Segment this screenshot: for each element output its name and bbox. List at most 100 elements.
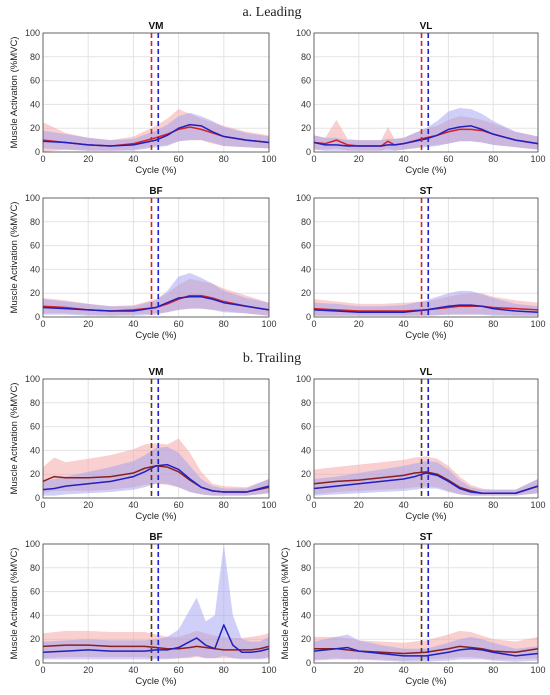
y-tick-label: 60 — [301, 422, 311, 432]
sd-band-series-2 — [43, 544, 269, 660]
x-tick-label: 80 — [219, 665, 229, 675]
y-tick-label: 40 — [301, 99, 311, 109]
sd-band-series-2 — [314, 634, 538, 662]
x-tick-label: 40 — [128, 319, 138, 329]
panel-title: VL — [420, 21, 433, 32]
x-tick-label: 100 — [530, 665, 545, 675]
chart-panel-trailing-vm: 0 20 40 60 80 100 0 20 40 60 80 100 VM Cycle (%) Muscl… — [9, 367, 277, 522]
x-tick-label: 60 — [443, 319, 453, 329]
x-tick-label: 80 — [219, 154, 229, 164]
x-tick-label: 0 — [40, 665, 45, 675]
y-tick-label: 20 — [301, 634, 311, 644]
x-tick-label: 20 — [83, 154, 93, 164]
sd-band-series-2 — [43, 446, 269, 496]
x-tick-label: 100 — [530, 154, 545, 164]
x-tick-label: 40 — [399, 319, 409, 329]
x-tick-label: 0 — [311, 154, 316, 164]
y-axis-label: Muscle Activation (%MVC) — [9, 383, 20, 495]
x-tick-label: 40 — [128, 500, 138, 510]
y-tick-label: 20 — [30, 634, 40, 644]
x-tick-label: 80 — [488, 319, 498, 329]
sd-band-series-2 — [314, 290, 538, 316]
y-tick-label: 100 — [25, 374, 40, 384]
y-tick-label: 100 — [296, 539, 311, 549]
axes-frame — [313, 32, 539, 153]
x-tick-label: 100 — [261, 665, 276, 675]
y-tick-label: 60 — [30, 422, 40, 432]
x-tick-label: 0 — [40, 154, 45, 164]
y-tick-label: 60 — [30, 76, 40, 86]
x-tick-label: 20 — [354, 154, 364, 164]
mean-line-series-2 — [313, 646, 539, 657]
axes-frame — [313, 543, 539, 664]
chart-panel-trailing-vl: 0 20 40 60 80 100 0 20 40 60 80 100 VL Cycle (%) — [296, 367, 546, 522]
y-tick-label: 80 — [301, 398, 311, 408]
y-tick-label: 100 — [25, 539, 40, 549]
y-tick-label: 20 — [301, 123, 311, 133]
x-tick-label: 80 — [219, 319, 229, 329]
y-tick-label: 60 — [301, 76, 311, 86]
y-tick-label: 0 — [306, 493, 311, 503]
y-tick-label: 40 — [301, 610, 311, 620]
y-tick-label: 40 — [30, 445, 40, 455]
x-axis-label: Cycle (%) — [405, 165, 446, 176]
x-axis-label: Cycle (%) — [135, 330, 176, 341]
y-tick-label: 0 — [35, 312, 40, 322]
axes-frame — [42, 32, 270, 153]
y-tick-label: 60 — [301, 241, 311, 251]
mean-line-series-2 — [313, 125, 539, 147]
y-tick-label: 0 — [306, 147, 311, 157]
chart-panel-trailing-bf: 0 20 40 60 80 100 0 20 40 60 80 100 BF Cycle (%) Muscl… — [9, 532, 277, 687]
sd-band-series-2 — [43, 272, 269, 316]
x-axis-label: Cycle (%) — [405, 511, 446, 522]
chart-panel-trailing-st: 0 20 40 60 80 100 0 20 40 60 80 100 ST Cycle (%) Muscl… — [280, 532, 546, 687]
x-tick-label: 60 — [174, 665, 184, 675]
panel-title: ST — [420, 186, 433, 197]
y-tick-label: 20 — [301, 469, 311, 479]
x-tick-label: 20 — [354, 319, 364, 329]
sd-band-series-2 — [314, 461, 538, 496]
y-tick-label: 60 — [30, 587, 40, 597]
x-tick-label: 40 — [128, 665, 138, 675]
panel-title: VM — [149, 21, 164, 32]
y-tick-label: 40 — [301, 264, 311, 274]
mean-line-series-1 — [42, 644, 270, 651]
x-tick-label: 40 — [128, 154, 138, 164]
x-tick-label: 20 — [83, 500, 93, 510]
x-tick-label: 0 — [40, 500, 45, 510]
mean-line-series-2 — [42, 463, 270, 493]
x-axis-label: Cycle (%) — [135, 165, 176, 176]
chart-panels: 0 20 40 60 80 100 0 20 40 60 80 100 VM Cycle (%) Muscl… — [9, 21, 546, 687]
y-tick-label: 40 — [30, 99, 40, 109]
panel-title: BF — [149, 186, 162, 197]
panel-title: BF — [149, 532, 162, 543]
x-tick-label: 40 — [399, 665, 409, 675]
x-tick-label: 100 — [261, 319, 276, 329]
axes-frame — [42, 197, 270, 318]
y-axis-label: Muscle Activation (%MVC) — [9, 37, 20, 149]
y-tick-label: 100 — [296, 193, 311, 203]
y-axis-label: Muscle Activation (%MVC) — [9, 202, 20, 314]
mean-line-series-2 — [42, 296, 270, 312]
panel-title: VL — [420, 367, 433, 378]
x-tick-label: 100 — [261, 154, 276, 164]
chart-panel-leading-vm: 0 20 40 60 80 100 0 20 40 60 80 100 VM Cycle (%) Muscl… — [9, 21, 277, 176]
section-title-leading: a. Leading — [242, 5, 301, 20]
y-tick-label: 80 — [30, 398, 40, 408]
y-tick-label: 80 — [30, 563, 40, 573]
mean-line-series-2 — [42, 123, 270, 147]
sd-band-series-2 — [43, 112, 269, 151]
y-axis-label: Muscle Activation (%MVC) — [280, 548, 291, 660]
y-tick-label: 0 — [306, 312, 311, 322]
x-tick-label: 80 — [488, 665, 498, 675]
section-title-trailing: b. Trailing — [243, 351, 301, 366]
axes-frame — [42, 378, 270, 499]
y-tick-label: 80 — [301, 563, 311, 573]
x-tick-label: 60 — [443, 500, 453, 510]
axes-frame — [313, 197, 539, 318]
y-tick-label: 0 — [35, 658, 40, 668]
y-tick-label: 0 — [35, 147, 40, 157]
mean-line-series-1 — [314, 645, 539, 655]
mean-line-series-2 — [313, 472, 539, 494]
